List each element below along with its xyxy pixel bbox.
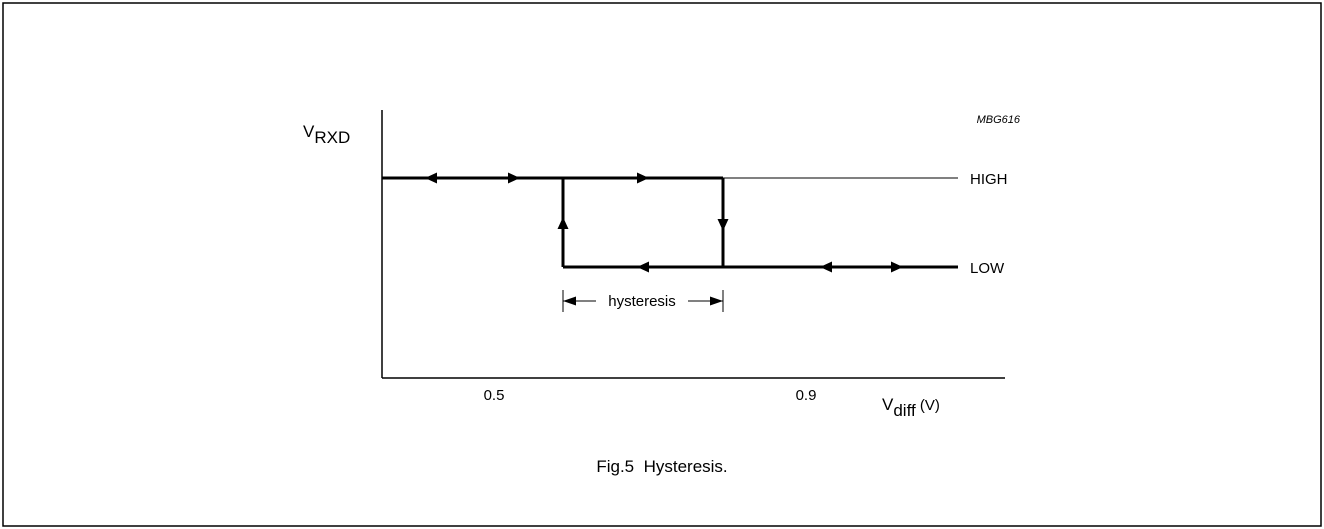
high-label: HIGH [970,171,1008,188]
arrow-left-low [637,261,649,273]
arrow-right-high [508,172,520,184]
hysteresis-arrow-left [563,296,576,306]
hysteresis-label: hysteresis [608,293,676,310]
figure-caption: Fig.5 Hysteresis. [596,457,727,476]
x-axis-label-main: V [882,395,894,414]
y-axis-label: VRXD [303,122,350,147]
arrow-right-low [891,261,903,273]
figure-code: MBG616 [977,114,1021,126]
x-tick-label-0-9: 0.9 [796,387,817,404]
arrow-down-falling [717,219,729,231]
hysteresis-arrow-right [710,296,723,306]
x-axis-label-unit: (V) [916,397,940,414]
x-axis-label-sub: diff [893,401,916,420]
x-tick-label-0-5: 0.5 [484,387,505,404]
arrow-right-high-2 [637,172,649,184]
arrow-left-high [425,172,437,184]
arrow-up-rising [557,217,569,229]
x-axis-label: Vdiff (V) [882,395,940,420]
arrow-left-low-2 [820,261,832,273]
y-axis-label-main: V [303,122,315,141]
low-label: LOW [970,260,1005,277]
y-axis-label-sub: RXD [314,128,350,147]
